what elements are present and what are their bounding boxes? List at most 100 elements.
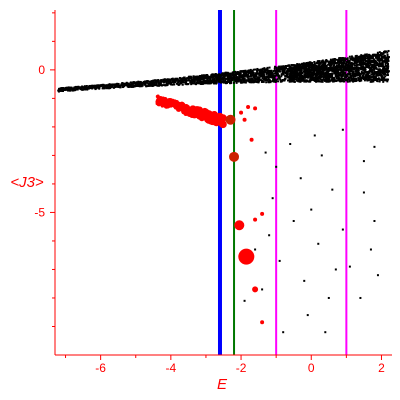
black-point [299,71,302,74]
black-point [159,82,162,85]
black-point [158,84,161,87]
black-point [387,59,390,62]
black-point [350,74,353,77]
black-point [255,75,258,78]
black-point [322,71,325,74]
red-point [157,96,161,100]
black-point [196,79,199,82]
black-point [247,80,250,83]
black-point [337,74,340,77]
red-point [246,104,251,109]
black-point [255,78,258,81]
black-point [315,72,318,75]
black-point [304,62,307,65]
black-point [298,63,301,66]
black-point [374,77,377,80]
black-point [385,68,388,71]
black-point [367,73,370,76]
black-point [337,77,340,80]
black-point [350,79,353,82]
black-point [321,63,324,66]
black-point [345,79,348,82]
black-point [139,81,142,84]
black-point [353,68,356,71]
black-point [117,86,120,89]
black-point [178,83,181,86]
black-point [298,79,301,82]
black-point [177,81,180,84]
black-point [354,57,357,60]
black-point [277,80,280,83]
black-point [138,83,141,86]
black-point [308,73,311,76]
black-point [238,76,241,79]
black-point [312,76,315,79]
black-point [345,63,348,66]
black-point [314,75,317,78]
black-point [254,68,257,71]
black-point [335,58,338,61]
black-point [362,191,365,194]
black-point [372,61,375,64]
black-point [335,73,338,76]
black-point [356,74,359,77]
black-point [367,61,370,64]
black-point [305,62,308,65]
red-point [181,109,187,115]
black-point [366,64,369,67]
black-point [293,80,296,83]
black-point [307,62,310,65]
black-point [284,75,287,78]
black-point [241,76,244,79]
red-point [205,117,212,124]
black-point [306,80,309,83]
black-point [338,58,341,61]
black-point [357,77,360,80]
black-point [244,71,247,74]
black-point [339,61,342,64]
black-point [354,60,357,63]
black-point [319,69,322,72]
black-point [380,73,383,76]
black-point [278,76,281,79]
black-point [296,63,299,66]
black-point [278,259,281,262]
black-point [125,81,128,84]
black-point [283,67,286,70]
black-point [346,74,349,77]
black-point [273,72,276,75]
black-point [305,66,308,69]
black-point [305,76,308,79]
black-point [329,64,332,67]
black-point [247,74,250,77]
black-point [371,75,374,78]
black-point [97,85,100,88]
red-point [238,248,255,265]
black-point [379,65,382,68]
black-point [377,65,380,68]
black-point [281,79,284,82]
black-point [265,71,268,74]
black-point [172,79,175,82]
black-point [256,72,259,75]
black-point [313,71,316,74]
black-point [383,67,386,70]
black-point [379,59,382,62]
black-point [214,74,217,77]
black-point [381,75,384,78]
black-point [116,82,119,85]
black-point [356,72,359,75]
black-point [282,72,285,75]
black-point [338,61,341,64]
black-point [369,69,372,72]
black-point [377,53,380,56]
black-point [303,75,306,78]
black-point [362,160,365,163]
black-point [172,78,175,81]
black-point [356,66,359,69]
black-point [357,58,360,61]
black-point [181,83,184,86]
black-point [299,80,302,83]
black-point [114,86,117,89]
black-point [154,80,157,83]
